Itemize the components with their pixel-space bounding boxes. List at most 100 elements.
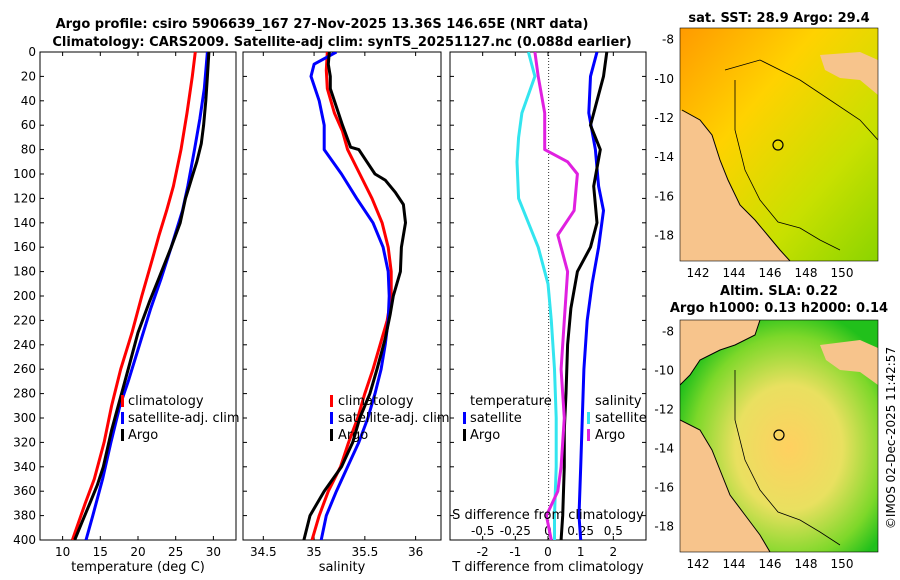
depth-tick-label: 180 [13, 265, 36, 279]
depth-tick-label: 120 [13, 191, 36, 205]
diff-xtick-label: 2 [610, 545, 618, 559]
sst-land-mass [680, 110, 790, 261]
map_sst-lat-tick-label: -10 [654, 72, 674, 86]
map_sst-lat-tick-label: -8 [662, 33, 674, 47]
legend-diff-temperature: temperature [470, 394, 552, 409]
legend-diff-salinity: salinity [595, 394, 642, 409]
depth-tick-label: 20 [21, 69, 36, 83]
map_sla-lon-tick-label: 150 [831, 557, 854, 571]
depth-tick-label: 320 [13, 435, 36, 449]
difference-legend: temperature satellite Argo salinity sate… [463, 394, 647, 443]
map_sst-lon-tick-label: 150 [831, 266, 854, 280]
diff-series-temperature-argo [559, 52, 609, 540]
sal-series-argo [302, 52, 407, 540]
map_sst-lon-tick-label: 144 [723, 266, 746, 280]
figure-title-line2: Climatology: CARS2009. Satellite-adj cli… [52, 35, 631, 50]
depth-tick-label: 80 [21, 143, 36, 157]
temp-xtick-label: 10 [55, 545, 70, 559]
legend-temp-climatology: climatology [128, 394, 204, 409]
legend-diff-t-satellite: satellite [470, 411, 522, 426]
temp-series-climatology [70, 52, 197, 540]
depth-tick-label: 140 [13, 216, 36, 230]
map_sla-lat-tick-label: -18 [654, 520, 674, 534]
sst-map [680, 28, 878, 261]
map_sst-lon-tick-label: 148 [795, 266, 818, 280]
map_sla-lon-tick-label: 148 [795, 557, 818, 571]
legend-sal-argo: Argo [338, 428, 368, 443]
legend-temp-satellite: satellite-adj. clim [128, 411, 240, 426]
map_sla-lat-tick-label: -14 [654, 442, 674, 456]
temp-series-argo [73, 52, 211, 540]
diff-xtick-label: -2 [477, 545, 489, 559]
depth-tick-label: 340 [13, 460, 36, 474]
diff-series-salinity-satellite [515, 52, 558, 540]
map_sla-lon-tick-label: 144 [723, 557, 746, 571]
salinity-legend: climatology satellite-adj. clim Argo [330, 394, 450, 443]
map_sst-lat-tick-label: -16 [654, 189, 674, 203]
temp-xtick-label: 20 [130, 545, 145, 559]
sla-argo-marker [773, 429, 785, 441]
depth-tick-label: 60 [21, 118, 36, 132]
diff-xtick-label: -1 [509, 545, 521, 559]
s-diff-xtick-label: -0.25 [500, 524, 531, 538]
sal-series-satellite-adj-clim [309, 52, 391, 540]
s-difference-axis-label: S difference from climatology [452, 508, 644, 523]
sla-map-title-line2: Argo h1000: 0.13 h2000: 0.14 [670, 301, 888, 316]
imos-credit: ©IMOS 02-Dec-2025 11:42:57 [884, 347, 898, 529]
sal-xtick-label: 36 [408, 545, 423, 559]
map_sla-lat-tick-label: -10 [654, 364, 674, 378]
map_sst-lat-tick-label: -18 [654, 229, 674, 243]
temp-xtick-label: 25 [168, 545, 183, 559]
diff-series-salinity-argo [533, 52, 579, 540]
map_sst-lon-tick-label: 142 [687, 266, 710, 280]
diff-xtick-label: 0 [544, 545, 552, 559]
sst-bathy-contour [724, 59, 878, 251]
diff-xtick-label: 1 [577, 545, 585, 559]
sla-coastline [680, 320, 771, 552]
map_sst-lon-tick-label: 146 [759, 266, 782, 280]
sst-map-title: sat. SST: 28.9 Argo: 29.4 [688, 11, 869, 26]
legend-sal-satellite: satellite-adj. clim [338, 411, 450, 426]
depth-tick-label: 360 [13, 484, 36, 498]
depth-tick-label: 260 [13, 362, 36, 376]
depth-tick-label: 40 [21, 94, 36, 108]
s-diff-xtick-label: 0.5 [604, 524, 623, 538]
depth-tick-label: 280 [13, 387, 36, 401]
legend-diff-s-argo: Argo [595, 428, 625, 443]
sla-land-islands [820, 340, 878, 385]
map_sla-lon-tick-label: 146 [759, 557, 782, 571]
map_sla-lat-tick-label: -8 [662, 325, 674, 339]
depth-tick-label: 160 [13, 240, 36, 254]
temp-series-satellite-adj-clim [84, 52, 209, 540]
map_sla-lon-tick-label: 142 [687, 557, 710, 571]
sal-xtick-label: 35.5 [351, 545, 378, 559]
temperature-axis-label: temperature (deg C) [71, 560, 205, 575]
sla-map [680, 320, 878, 552]
map_sst-lat-tick-label: -12 [654, 111, 674, 125]
sst-land-islands [820, 52, 878, 95]
temperature-legend: climatology satellite-adj. clim Argo [121, 394, 240, 443]
depth-tick-label: 100 [13, 167, 36, 181]
map_sst-lat-tick-label: -14 [654, 150, 674, 164]
temp-xtick-label: 30 [206, 545, 221, 559]
temperature-panel [39, 51, 237, 541]
legend-temp-argo: Argo [128, 428, 158, 443]
depth-tick-label: 380 [13, 509, 36, 523]
sal-xtick-label: 34.5 [250, 545, 277, 559]
map_sla-lat-tick-label: -12 [654, 403, 674, 417]
legend-diff-s-satellite: satellite [595, 411, 647, 426]
depth-tick-label: 400 [13, 533, 36, 547]
map_sla-lat-tick-label: -16 [654, 481, 674, 495]
temp-xtick-label: 15 [93, 545, 108, 559]
sla-bathy-contour [734, 370, 841, 546]
legend-sal-climatology: climatology [338, 394, 414, 409]
sst-argo-marker [772, 139, 784, 151]
figure-title-line1: Argo profile: csiro 5906639_167 27-Nov-2… [56, 17, 589, 32]
legend-diff-t-argo: Argo [470, 428, 500, 443]
sla-land-mass [680, 320, 760, 385]
depth-tick-label: 240 [13, 338, 36, 352]
depth-tick-label: 300 [13, 411, 36, 425]
s-diff-xtick-label: -0.5 [471, 524, 494, 538]
depth-tick-label: 220 [13, 313, 36, 327]
